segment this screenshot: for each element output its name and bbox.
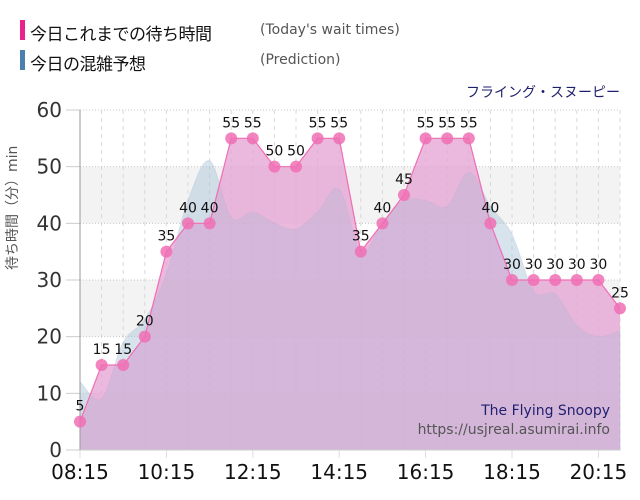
watermark-url: https://usjreal.asumirai.info [417,422,610,438]
data-label: 40 [179,200,197,216]
data-point[interactable] [246,132,259,145]
data-point[interactable] [506,274,518,286]
watermark-title: The Flying Snoopy [481,403,610,419]
data-point[interactable] [182,217,194,230]
y-tick-label: 50 [37,155,62,179]
data-point[interactable] [95,359,108,371]
data-label: 15 [114,342,132,358]
data-point[interactable] [290,160,302,173]
prediction-area [79,160,621,451]
data-point[interactable] [333,132,346,145]
y-tick-label: 30 [37,268,62,292]
x-tick-label: 08:15 [51,460,109,484]
data-label: 45 [395,172,413,188]
ride-name: フライング・スヌーピー [466,85,620,101]
data-point[interactable] [614,302,626,315]
actual-area-overlay [80,138,620,451]
data-label: 20 [136,314,154,330]
data-label: 30 [568,257,586,273]
data-point[interactable] [441,132,454,145]
data-point[interactable] [419,132,432,145]
x-tick-label: 16:15 [397,460,455,484]
x-tick-label: 14:15 [310,460,368,484]
data-label: 55 [330,115,348,131]
data-label: 25 [611,285,629,301]
data-point[interactable] [376,217,389,230]
data-label: 55 [309,115,327,131]
data-label: 40 [201,200,219,216]
y-tick-label: 20 [37,325,62,349]
y-tick-label: 60 [37,98,62,122]
x-tick-label: 18:15 [483,460,541,484]
data-point[interactable] [484,217,497,230]
data-label: 50 [287,144,305,160]
data-point[interactable] [138,330,151,343]
data-point[interactable] [117,359,130,371]
data-point[interactable] [354,245,367,258]
y-tick-label: 40 [37,211,62,235]
data-point[interactable] [311,132,324,145]
x-tick-label: 20:15 [570,460,628,484]
y-tick-label: 0 [49,438,62,462]
legend-label-jp: 今日の混雑予想 [30,55,146,75]
data-point[interactable] [74,415,86,428]
grid-band [80,110,620,167]
legend-swatch-actual [20,20,25,40]
legend-label-en: (Prediction) [260,52,341,68]
data-point[interactable] [592,274,605,286]
x-tick-label: 10:15 [138,460,196,484]
legend-label-jp: 今日これまでの待ち時間 [30,25,212,45]
data-label: 30 [503,257,521,273]
data-point[interactable] [268,160,281,173]
data-label: 55 [438,115,456,131]
data-label: 55 [417,115,435,131]
data-point[interactable] [527,274,540,286]
x-tick-label: 12:15 [224,460,282,484]
legend-label-en: (Today's wait times) [260,22,400,38]
data-label: 55 [460,115,478,131]
data-point[interactable] [549,274,562,286]
data-point[interactable] [160,245,173,258]
data-point[interactable] [398,189,410,201]
data-label: 15 [93,342,111,358]
actual-area [80,138,620,451]
data-label: 30 [525,257,543,273]
y-tick-label: 10 [37,381,62,405]
data-point[interactable] [462,132,475,145]
data-point[interactable] [570,274,583,286]
y-axis-label: 待ち時間（分）min [5,145,21,270]
data-label: 35 [157,229,175,245]
data-label: 50 [265,144,283,160]
data-label: 30 [546,257,564,273]
data-label: 40 [373,200,391,216]
data-label: 40 [481,200,499,216]
data-label: 35 [352,229,370,245]
data-label: 55 [222,115,240,131]
legend-swatch-prediction [20,50,25,70]
data-point[interactable] [225,132,238,145]
data-point[interactable] [203,217,216,230]
data-label: 30 [589,257,607,273]
data-label: 5 [76,399,85,415]
data-label: 55 [244,115,262,131]
